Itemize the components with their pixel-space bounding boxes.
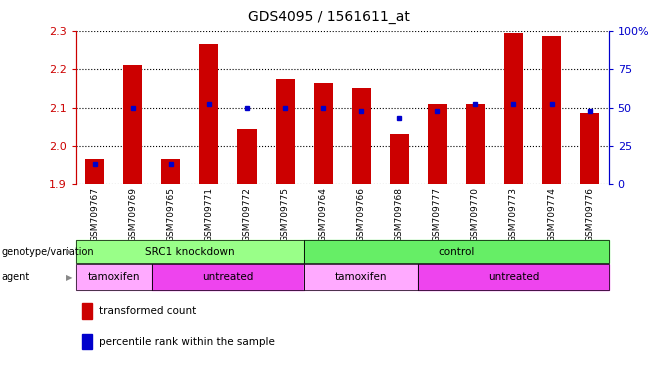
Text: ▶: ▶ <box>66 273 72 281</box>
Text: SRC1 knockdown: SRC1 knockdown <box>145 247 235 257</box>
Bar <box>199 44 218 184</box>
Text: tamoxifen: tamoxifen <box>88 272 140 282</box>
Bar <box>580 113 599 184</box>
Text: untreated: untreated <box>202 272 253 282</box>
Text: untreated: untreated <box>488 272 539 282</box>
Bar <box>85 159 104 184</box>
Text: transformed count: transformed count <box>99 306 196 316</box>
Bar <box>504 33 523 184</box>
Bar <box>161 159 180 184</box>
Bar <box>351 88 370 184</box>
Bar <box>390 134 409 184</box>
Bar <box>542 36 561 184</box>
Text: percentile rank within the sample: percentile rank within the sample <box>99 337 274 347</box>
Bar <box>276 79 295 184</box>
Bar <box>238 129 257 184</box>
Text: genotype/variation: genotype/variation <box>1 247 94 257</box>
Text: GDS4095 / 1561611_at: GDS4095 / 1561611_at <box>248 10 410 23</box>
Text: agent: agent <box>1 272 30 282</box>
Bar <box>428 104 447 184</box>
Bar <box>314 83 333 184</box>
Text: control: control <box>438 247 474 257</box>
Bar <box>466 104 485 184</box>
Bar <box>123 65 142 184</box>
Text: ▶: ▶ <box>66 247 72 256</box>
Text: tamoxifen: tamoxifen <box>335 272 388 282</box>
